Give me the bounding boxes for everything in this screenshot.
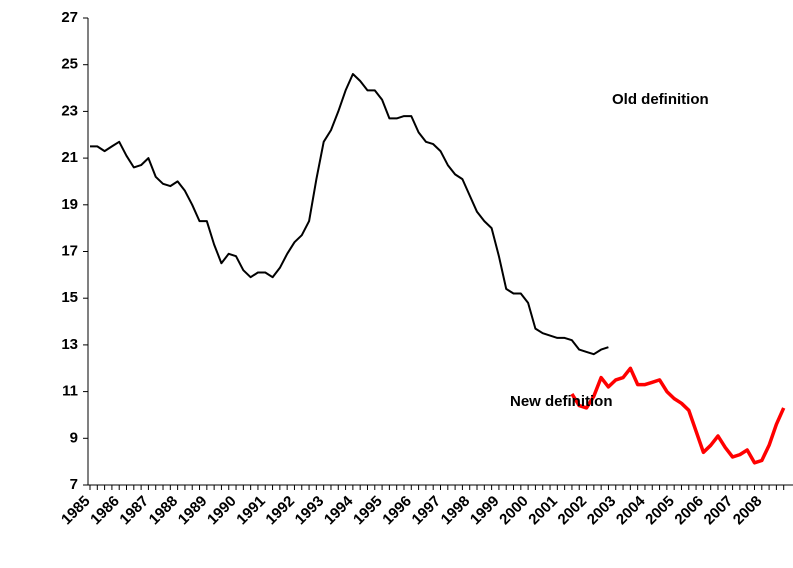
y-tick-label: 7 xyxy=(70,476,78,493)
x-tick-label: 1993 xyxy=(292,493,328,529)
annotation: New definition xyxy=(510,393,613,410)
x-tick-label: 1991 xyxy=(233,493,269,529)
x-tick-label: 1997 xyxy=(409,493,445,529)
y-tick-label: 13 xyxy=(61,336,78,353)
x-tick-label: 1995 xyxy=(350,493,386,529)
x-tick-label: 1992 xyxy=(262,493,298,529)
x-tick-label: 2005 xyxy=(642,493,678,529)
x-tick-label: 2002 xyxy=(555,493,591,529)
x-tick-label: 1989 xyxy=(175,493,211,529)
x-tick-label: 2006 xyxy=(671,493,707,529)
x-tick-label: 1990 xyxy=(204,493,240,529)
y-tick-label: 17 xyxy=(61,242,78,259)
annotation: Old definition xyxy=(612,91,709,108)
x-tick-label: 2001 xyxy=(525,493,561,529)
y-tick-label: 19 xyxy=(61,196,78,213)
line-series xyxy=(570,366,786,465)
y-tick-label: 21 xyxy=(61,149,78,166)
x-tick-label: 1988 xyxy=(146,493,182,529)
y-tick-label: 9 xyxy=(70,429,78,446)
x-tick-label: 1994 xyxy=(321,492,357,528)
x-tick-label: 2000 xyxy=(496,493,532,529)
x-tick-label: 2008 xyxy=(730,493,766,529)
x-tick-label: 1986 xyxy=(87,493,123,529)
x-tick-label: 1987 xyxy=(116,493,152,529)
line-series xyxy=(90,73,609,356)
x-tick-label: 2004 xyxy=(613,492,649,528)
y-tick-label: 25 xyxy=(61,56,78,73)
y-tick-label: 15 xyxy=(61,289,78,306)
x-tick-label: 1998 xyxy=(438,493,474,529)
x-tick-label: 2003 xyxy=(584,493,620,529)
y-tick-label: 27 xyxy=(61,9,78,26)
x-tick-label: 1999 xyxy=(467,493,503,529)
y-tick-label: 23 xyxy=(61,102,78,119)
x-tick-label: 1996 xyxy=(379,493,415,529)
x-tick-label: 1985 xyxy=(58,493,94,529)
y-tick-label: 11 xyxy=(62,383,78,400)
x-tick-label: 2007 xyxy=(701,493,737,529)
